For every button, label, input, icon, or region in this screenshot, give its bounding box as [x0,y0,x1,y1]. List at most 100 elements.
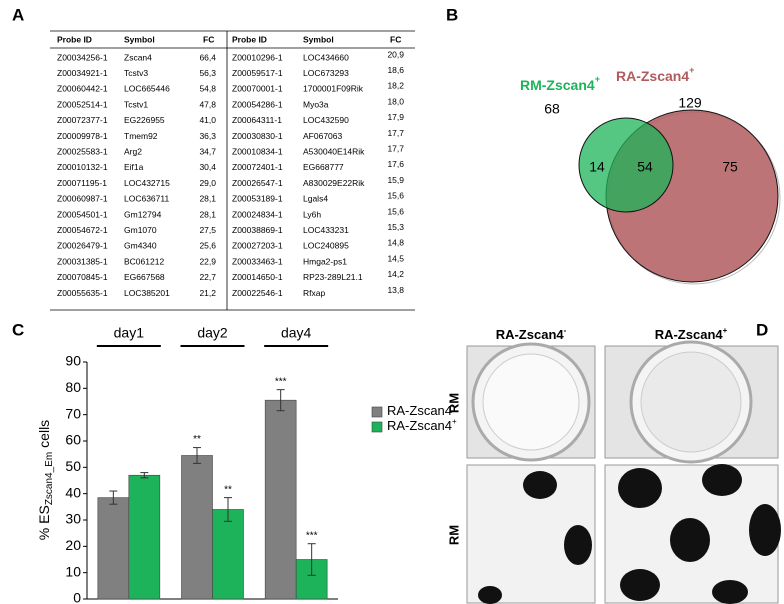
legend-sup: + [452,417,457,426]
table-cell: EG226955 [124,115,165,125]
category-label: day1 [114,325,145,341]
table-cell: LOC665446 [124,84,170,94]
table-cell: 29,0 [199,178,216,188]
category-label: day4 [281,325,312,341]
y-tick-label: 0 [73,590,81,604]
col-name: RA-Zscan4 [496,327,565,342]
colony-image [604,464,781,604]
table-cell: 14,8 [387,238,404,248]
y-tick-label: 20 [65,537,81,553]
table-cell: 14,5 [387,253,404,263]
table-cell: LOC673293 [303,68,349,78]
table-cell: 56,3 [199,68,216,78]
legend-swatch [371,421,383,433]
table-cell: 15,9 [387,175,404,185]
table-cell: Tcstv1 [124,99,148,109]
table-cell: 36,3 [199,131,216,141]
set-name: RM-Zscan4 [520,77,595,93]
table-cell: 22,7 [199,272,216,282]
table-cell: 17,7 [387,143,404,153]
table-cell: 15,6 [387,206,404,216]
legend-name: RA-Zscan4 [387,418,452,433]
table-cell: Eif1a [124,162,144,172]
table-cell: Z00034921-1 [57,68,108,78]
table-cell: 18,6 [387,65,404,75]
bar [264,399,297,600]
table-header: FC [390,34,401,44]
table-cell: A830029E22Rik [303,178,365,188]
significance: *** [306,530,318,541]
venn-region: 14 [589,159,605,175]
table-cell: 17,6 [387,159,404,169]
set-name: RA-Zscan4 [616,68,689,84]
table-cell: 47,8 [199,99,216,109]
image-row-label: RM [446,525,461,545]
table-cell: 17,7 [387,128,404,138]
table-cell: Z00010132-1 [57,162,108,172]
table-cell: 21,2 [199,288,216,298]
table-cell: 15,6 [387,191,404,201]
table-cell: Ly6h [303,209,321,219]
table-cell: 25,6 [199,241,216,251]
legend-swatch [371,406,383,418]
category-label: day2 [197,325,228,341]
table-header: FC [203,34,214,44]
table-cell: Z00024834-1 [232,209,283,219]
table-cell: Z00025583-1 [57,146,108,156]
table-cell: 28,1 [199,209,216,219]
table-cell: LOC240895 [303,241,349,251]
y-tick-label: 10 [65,563,81,579]
well-image [604,340,779,464]
table-cell: Gm4340 [124,241,157,251]
table-cell: Z00026547-1 [232,178,283,188]
venn-circle [578,117,674,213]
bar [181,455,213,600]
y-axis-label: % ESZscan4_Em cells [36,420,55,540]
table-cell: 27,5 [199,225,216,235]
table-cell: 1700001F09Rik [303,84,364,94]
table-cell: Z00010296-1 [232,52,283,62]
table-cell: 20,9 [387,49,404,59]
table-cell: 17,9 [387,112,404,122]
table-cell: Z00034256-1 [57,52,108,62]
table-cell: LOC432590 [303,115,349,125]
table-header: Symbol [303,34,334,44]
table-cell: 30,4 [199,162,216,172]
well-image [466,342,596,462]
ylabel-main: % ES [36,505,52,540]
y-tick-label: 70 [65,405,81,421]
venn-region: 75 [722,159,738,175]
panel-label: A [12,5,24,24]
venn-total: 129 [678,95,702,111]
table-cell: Z00010834-1 [232,146,283,156]
table-cell: EG668777 [303,162,344,172]
table-cell: Tcstv3 [124,68,148,78]
y-tick-label: 80 [65,379,81,395]
venn-set-label: RM-Zscan4+ [520,74,600,92]
bar [212,509,244,600]
set-sup: + [595,74,600,84]
venn-region: 54 [637,159,653,175]
table-cell: Myo3a [303,99,329,109]
venn-set-label: RA-Zscan4+ [616,65,694,83]
table-cell: Z00031385-1 [57,256,108,266]
table-cell: Z00054672-1 [57,225,108,235]
colony-image [466,464,596,604]
table-cell: Z00072401-1 [232,162,283,172]
table-cell: 15,3 [387,222,404,232]
image-column-header: RA-Zscan4+ [655,326,728,342]
table-cell: Gm12794 [124,209,162,219]
legend-sup: - [452,402,455,411]
table-cell: LOC385201 [124,288,170,298]
table-header: Probe ID [232,34,267,44]
bar [97,497,130,600]
table-header: Probe ID [57,34,92,44]
col-sup: + [723,326,728,335]
table-cell: Hmga2-ps1 [303,256,347,266]
ylabel-sub: Zscan4_Em [44,452,55,505]
table-cell: A530040E14Rik [303,146,365,156]
table-cell: Z00052514-1 [57,99,108,109]
table-cell: LOC432715 [124,178,170,188]
table-cell: Z00053189-1 [232,194,283,204]
